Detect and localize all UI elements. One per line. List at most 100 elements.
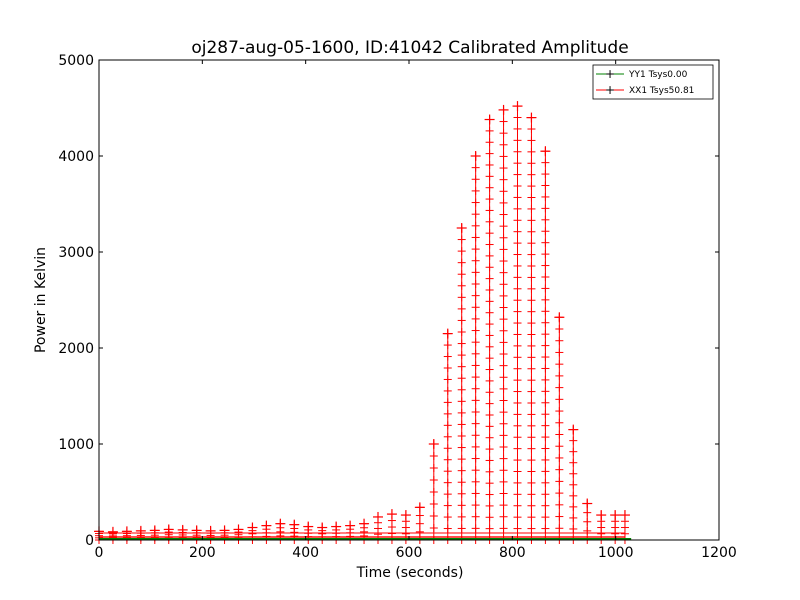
xx1-point: [429, 512, 438, 520]
xx1-point: [513, 398, 522, 407]
y-tick-label-0: 0: [85, 533, 94, 549]
xx1-peak-marker: [275, 518, 286, 529]
xx1-point: [499, 443, 508, 452]
xx1-point: [555, 325, 564, 334]
xx1-point: [527, 478, 536, 487]
xx1-point: [471, 501, 480, 510]
xx1-point: [485, 331, 494, 340]
xx1-point: [527, 170, 536, 179]
legend-label-xx1: XX1 Tsys50.81: [629, 86, 694, 96]
xx1-point: [555, 442, 564, 451]
xx1-point: [443, 386, 452, 395]
y-axis-label: Power in Kelvin: [33, 247, 49, 353]
xx1-point: [541, 467, 550, 476]
xx1-point: [471, 291, 480, 300]
xx1-point: [443, 455, 452, 464]
xx1-point: [485, 195, 494, 204]
xx1-point: [555, 477, 564, 486]
xx1-point: [443, 364, 452, 372]
xx1-point: [541, 192, 550, 201]
xx1-point: [527, 410, 536, 419]
xx1-point: [527, 353, 536, 362]
xx1-point: [499, 140, 508, 149]
xx1-point: [527, 490, 536, 499]
xx1-point: [555, 489, 564, 498]
xx1-point: [569, 480, 578, 489]
xx1-point: [513, 364, 522, 373]
y-tick-label-2: 2000: [58, 341, 94, 357]
xx1-point: [457, 351, 466, 360]
xx1-spike: [219, 525, 239, 544]
xx1-point: [485, 308, 494, 317]
xx1-peak-marker: [205, 525, 216, 536]
xx1-point: [485, 342, 494, 351]
xx1-point: [457, 420, 466, 429]
xx1-point: [499, 350, 508, 359]
xx1-point: [485, 229, 494, 238]
xx1-point: [415, 519, 424, 528]
legend-box: [592, 64, 714, 100]
xx1-point: [471, 338, 480, 347]
xx1-peak-marker: [177, 524, 188, 535]
xx1-point: [471, 442, 480, 451]
xx1-spike: [135, 525, 155, 544]
xx1-point: [541, 204, 550, 213]
xx1-peak-marker: [554, 312, 565, 323]
xx1-point: [485, 490, 494, 499]
xx1-point: [471, 198, 480, 207]
xx1-point: [527, 524, 536, 533]
xx1-peak-marker: [484, 114, 495, 125]
xx1-point: [485, 479, 494, 488]
xx1-point: [541, 478, 550, 487]
xx1-point: [443, 375, 452, 384]
xx1-point: [527, 136, 536, 145]
series-layer: [94, 101, 632, 544]
xx1-spike: [456, 223, 476, 544]
xx1-point: [527, 501, 536, 510]
xx1-point: [569, 491, 578, 500]
xx1-point: [513, 170, 522, 179]
xx1-spike: [498, 104, 518, 544]
xx1-point: [499, 280, 508, 289]
xx1-peak-marker: [582, 498, 593, 509]
xx1-point: [485, 467, 494, 476]
xx1-point: [457, 374, 466, 383]
xx1-point: [527, 204, 536, 213]
xx1-point: [443, 409, 452, 418]
xx1-point: [471, 163, 480, 172]
xx1-point: [569, 436, 578, 445]
xx1-point: [457, 512, 466, 521]
xx1-point: [471, 280, 480, 288]
xx1-spike: [582, 498, 602, 544]
xx1-spike: [442, 328, 462, 544]
x-tick-label-0: 0: [95, 545, 104, 561]
xx1-spike: [470, 151, 490, 544]
xx1-point: [457, 466, 466, 475]
xx1-point: [541, 455, 550, 464]
xx1-peak-marker: [247, 522, 258, 533]
xx1-point: [527, 125, 536, 134]
xx1-point: [541, 158, 550, 167]
xx1-point: [513, 159, 522, 168]
xx1-point: [429, 488, 438, 496]
xx1-point: [555, 336, 564, 345]
xx1-point: [527, 284, 536, 293]
xx1-point: [471, 524, 480, 533]
xx1-point: [443, 478, 452, 487]
xx1-spike: [512, 101, 532, 544]
chart-title: oj287-aug-05-1600, ID:41042 Calibrated A…: [191, 38, 628, 58]
xx1-point: [429, 476, 438, 484]
xx1-peak-marker: [373, 511, 383, 522]
xx1-point: [471, 489, 480, 498]
xx1-point: [443, 524, 452, 533]
xx1-point: [429, 464, 438, 472]
xx1-point: [443, 467, 452, 476]
xx1-point: [541, 272, 550, 281]
xx1-point: [541, 318, 550, 327]
xx1-point: [541, 410, 550, 419]
xx1-point: [499, 489, 508, 498]
xx1-peak-marker: [303, 521, 314, 532]
xx1-peak-marker: [400, 510, 411, 521]
x-tick-label-1: 200: [189, 545, 216, 561]
xx1-peak-marker: [191, 525, 202, 536]
